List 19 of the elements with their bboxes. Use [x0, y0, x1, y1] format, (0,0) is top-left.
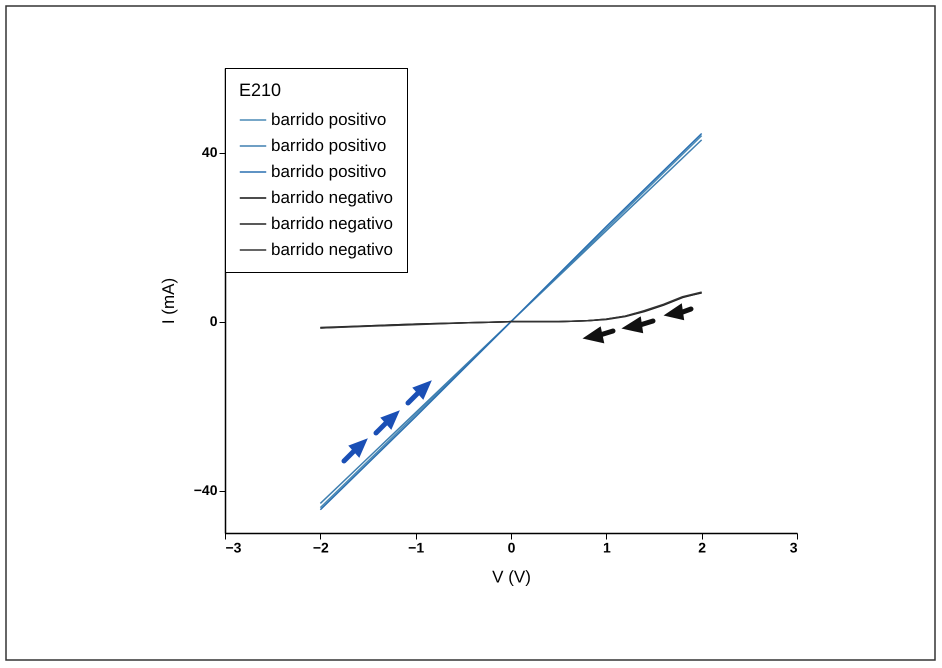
legend-label: barrido negativo [271, 188, 393, 207]
legend-label: barrido positivo [271, 162, 386, 181]
legend-title: E210 [239, 80, 282, 100]
legend-label: barrido negativo [271, 214, 393, 233]
x-axis-title: V (V) [492, 568, 531, 586]
x-tick-label: 0 [508, 540, 516, 556]
x-tick-label: 2 [698, 540, 706, 556]
legend-label: barrido negativo [271, 240, 393, 259]
y-tick-label: 40 [202, 144, 218, 160]
x-tick-label: 3 [790, 540, 798, 556]
x-tick-label: 1 [602, 540, 611, 556]
y-tick-label: 0 [210, 313, 218, 330]
x-tick-label: −1 [408, 540, 424, 556]
x-tick-label: −3 [226, 540, 242, 556]
legend-label: barrido positivo [271, 136, 386, 155]
x-tick-label: −2 [312, 540, 330, 556]
y-tick-label: −40 [194, 482, 218, 498]
y-axis-title: I (mA) [158, 278, 178, 324]
legend-label: barrido positivo [271, 110, 386, 129]
